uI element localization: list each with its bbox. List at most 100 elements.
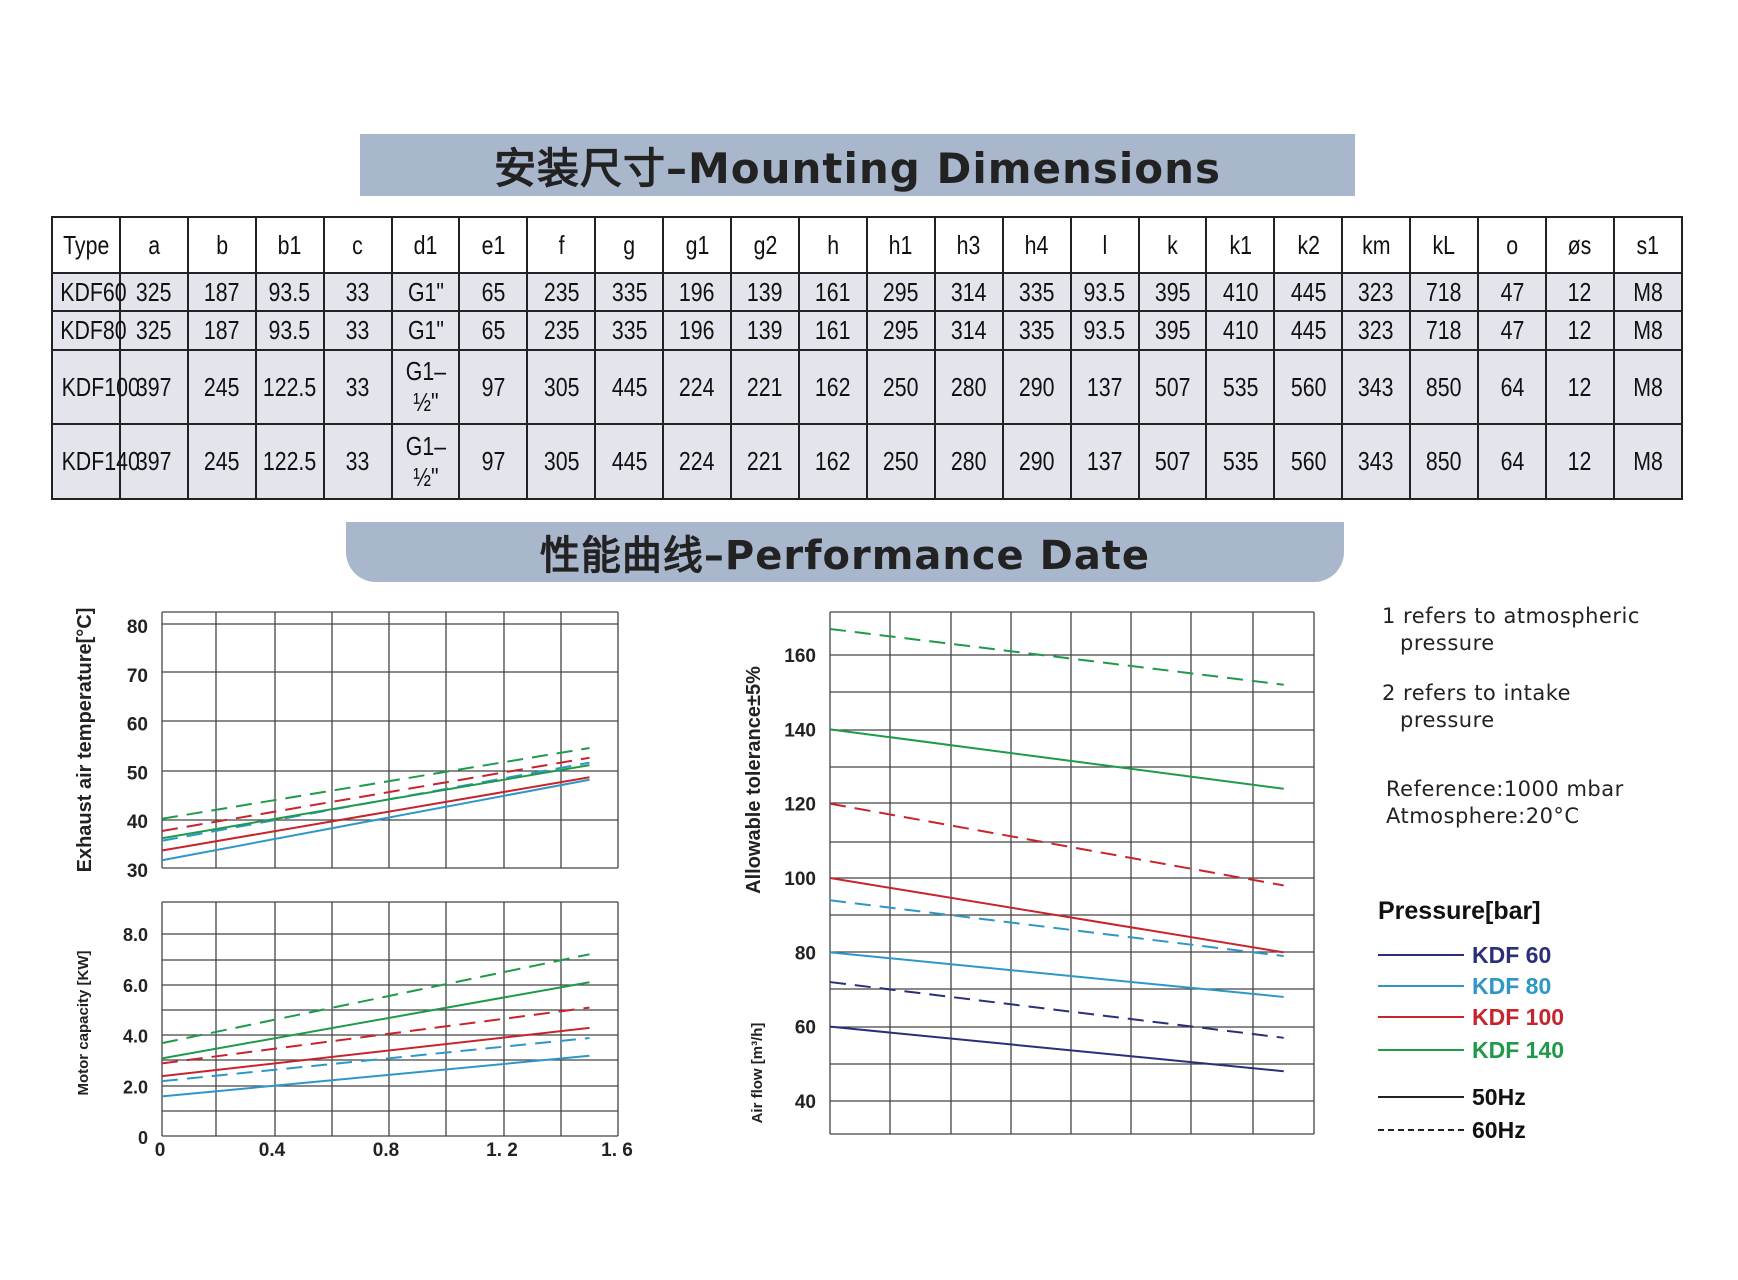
column-header: c: [322, 216, 393, 274]
y-tick-label: 4.0: [123, 1027, 148, 1047]
solid-line-icon: [1378, 1096, 1464, 1098]
table-cell: 97: [458, 348, 529, 426]
table-cell: G1": [390, 310, 461, 351]
table-cell: 850: [1409, 423, 1480, 500]
series-line-kdf100-60hz: [829, 802, 1284, 887]
column-header: km: [1341, 216, 1412, 274]
series-line-kdf140-50hz: [829, 728, 1284, 790]
performance-title: 性能曲线–Performance Date: [346, 522, 1344, 582]
table-cell: 295: [865, 271, 936, 313]
column-header: h1: [865, 216, 936, 274]
table-cell: 12: [1544, 310, 1615, 351]
table-cell: 12: [1544, 348, 1615, 426]
table-row: KDF60 325 187 93.5 33 G1" 65 235 335 196 139 161 295…: [51, 271, 1684, 313]
table-cell: 224: [662, 348, 733, 426]
column-header: g1: [662, 216, 733, 274]
y-tick-label: 160: [784, 646, 816, 667]
column-header: k1: [1205, 216, 1276, 274]
series-line-kdf80-50hz: [161, 1054, 590, 1098]
column-header: e1: [458, 216, 529, 274]
table-cell: 323: [1341, 271, 1412, 313]
table-cell: 47: [1477, 310, 1547, 351]
table-row: KDF100 397 245 122.5 33 G1–½" 97 305 445 224 221 16…: [51, 348, 1684, 426]
table-cell: 250: [865, 423, 936, 500]
table-cell: 295: [865, 310, 936, 351]
y-tick-label: 40: [795, 1092, 816, 1113]
y-axis-title: Motor capacity [KW]: [75, 950, 92, 1095]
table-cell: 33: [322, 271, 393, 313]
table-cell: 410: [1205, 310, 1276, 351]
column-header: h3: [933, 216, 1004, 274]
table-row: KDF80 325 187 93.5 33 G1" 65 235 335 196 139 161 295…: [51, 310, 1684, 351]
table-cell: 397: [118, 423, 189, 500]
table-cell: 12: [1544, 423, 1615, 500]
legend-model-0: KDF 60: [1378, 940, 1551, 970]
series-line-kdf140-50hz: [161, 981, 590, 1060]
table-cell: 314: [933, 271, 1004, 313]
column-header: k: [1137, 216, 1208, 274]
table-cell: 718: [1409, 271, 1480, 313]
y-tick-label: 60: [127, 715, 148, 736]
x-tick-label: 1. 2: [486, 1140, 518, 1161]
x-tick-label: 0.4: [259, 1140, 286, 1161]
mounting-dimensions-title: 安装尺寸–Mounting Dimensions: [360, 134, 1355, 196]
table-cell: 325: [118, 271, 189, 313]
table-cell: 535: [1205, 348, 1276, 426]
table-cell: 47: [1477, 271, 1547, 313]
legend-model-3: KDF 140: [1378, 1035, 1564, 1065]
legend-model-label: KDF 140: [1472, 1036, 1565, 1063]
table-cell: 161: [797, 310, 868, 351]
y-tick-label: 6.0: [123, 976, 148, 996]
table-cell: KDF100: [51, 348, 140, 426]
table-cell: 560: [1273, 348, 1344, 426]
column-header: o: [1477, 216, 1547, 274]
y-tick-label: 140: [784, 720, 816, 741]
y-tick-label: 60: [795, 1018, 816, 1039]
table-cell: 395: [1137, 271, 1208, 313]
table-cell: 250: [865, 348, 936, 426]
legend-60hz: 60Hz: [1378, 1115, 1526, 1145]
table-cell: 235: [526, 271, 597, 313]
table-cell: KDF140: [51, 423, 140, 500]
table-cell: 718: [1409, 310, 1480, 351]
table-cell: 224: [662, 423, 733, 500]
y-tick-label: 30: [127, 861, 148, 882]
table-cell: 445: [1273, 310, 1344, 351]
table-cell: 221: [730, 348, 800, 426]
x-tick-label: 0: [155, 1140, 166, 1161]
note-atmosphere: Atmosphere:20°C: [1386, 804, 1580, 828]
table-cell: 305: [526, 348, 597, 426]
column-header: øs: [1544, 216, 1615, 274]
column-header: k2: [1273, 216, 1344, 274]
table-cell: 560: [1273, 423, 1344, 500]
table-cell: M8: [1612, 271, 1684, 313]
y-tick-label: 80: [795, 943, 816, 964]
series-line-kdf140-50hz: [161, 764, 590, 840]
table-cell: 445: [594, 423, 665, 500]
series-line-kdf80-60hz: [161, 761, 590, 842]
table-cell: 64: [1477, 423, 1547, 500]
column-header: g: [594, 216, 665, 274]
series-line-kdf100-60hz: [161, 1006, 590, 1065]
table-cell: 535: [1205, 423, 1276, 500]
column-header: b1: [254, 216, 325, 274]
legend-model-label: KDF 60: [1472, 941, 1552, 968]
table-cell: 162: [797, 423, 868, 500]
table-cell: 33: [322, 423, 393, 500]
legend-model-2: KDF 100: [1378, 1002, 1564, 1032]
column-header: h4: [1001, 216, 1072, 274]
table-cell: 221: [730, 423, 800, 500]
table-cell: 335: [1001, 310, 1072, 351]
table-cell: 187: [186, 310, 257, 351]
column-header: s1: [1612, 216, 1684, 274]
table-cell: 507: [1137, 348, 1208, 426]
table-cell: 445: [1273, 271, 1344, 313]
table-cell: 93.5: [254, 271, 325, 313]
note-line1a: 1 refers to atmospheric: [1382, 604, 1640, 628]
table-cell: 290: [1001, 348, 1072, 426]
table-cell: 235: [526, 310, 597, 351]
table-cell: M8: [1612, 423, 1684, 500]
table-cell: 137: [1069, 423, 1140, 500]
series-line-kdf100-50hz: [161, 1026, 590, 1078]
